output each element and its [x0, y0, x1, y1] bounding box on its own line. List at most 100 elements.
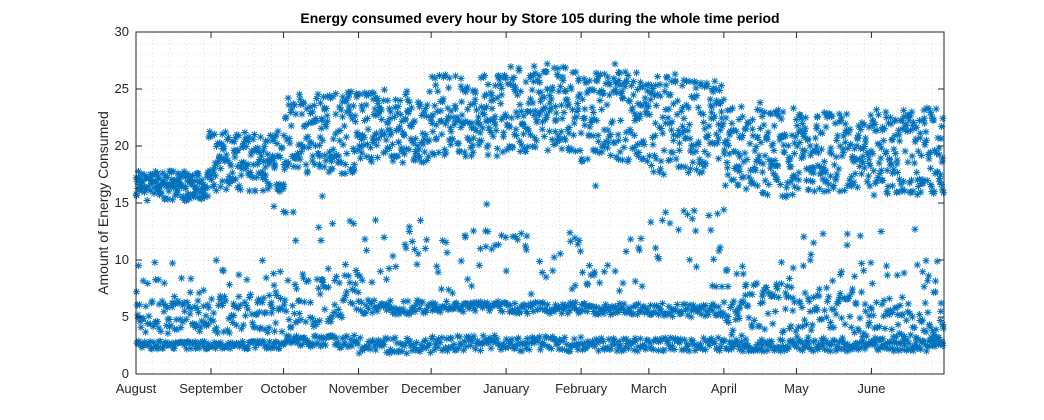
- data-point: [532, 137, 541, 145]
- data-point: [245, 187, 253, 195]
- data-point: [857, 125, 865, 134]
- data-point: [865, 318, 873, 327]
- data-point: [738, 262, 747, 270]
- data-point: [790, 173, 798, 181]
- data-point: [556, 250, 564, 258]
- data-point: [615, 287, 624, 295]
- data-point: [805, 165, 813, 173]
- data-point: [428, 307, 436, 315]
- data-point: [356, 334, 364, 342]
- y-tick-label: 20: [115, 138, 129, 153]
- data-point: [406, 307, 414, 316]
- data-point: [883, 310, 891, 318]
- data-point: [860, 164, 869, 172]
- data-point: [389, 157, 397, 165]
- data-point: [493, 335, 501, 343]
- data-point: [182, 196, 190, 204]
- data-point: [889, 308, 897, 317]
- data-point: [314, 150, 323, 158]
- data-point: [739, 298, 748, 306]
- data-point: [907, 346, 915, 354]
- data-point: [680, 76, 688, 84]
- data-point: [500, 129, 508, 137]
- data-point: [404, 96, 412, 104]
- data-point: [182, 184, 190, 192]
- data-point: [170, 177, 178, 185]
- data-point: [544, 301, 552, 309]
- data-point: [575, 236, 583, 245]
- data-point: [220, 293, 229, 301]
- data-point: [173, 326, 181, 334]
- data-point: [823, 284, 831, 292]
- data-point: [643, 157, 651, 165]
- data-point: [567, 83, 575, 91]
- data-point: [588, 337, 597, 345]
- data-point: [165, 315, 173, 324]
- data-point: [160, 179, 169, 187]
- data-point: [248, 319, 257, 327]
- data-point: [804, 343, 812, 351]
- data-point: [692, 263, 701, 271]
- data-point: [592, 335, 600, 343]
- data-point: [608, 117, 617, 125]
- data-point: [566, 237, 575, 245]
- data-point: [386, 131, 394, 139]
- data-point: [796, 111, 804, 119]
- data-point: [361, 89, 369, 97]
- data-point: [833, 136, 841, 144]
- data-point: [713, 311, 721, 319]
- data-point: [573, 113, 581, 121]
- data-point: [278, 305, 286, 313]
- data-point: [773, 285, 782, 293]
- data-point: [815, 292, 823, 300]
- data-point: [648, 133, 657, 142]
- data-point: [168, 181, 176, 189]
- data-point: [904, 158, 912, 166]
- data-point: [601, 346, 609, 354]
- data-point: [367, 299, 376, 308]
- data-point: [522, 246, 530, 254]
- data-point: [574, 346, 582, 354]
- data-point: [643, 87, 651, 95]
- data-point: [604, 138, 613, 146]
- data-point: [308, 314, 317, 323]
- data-point: [862, 307, 870, 315]
- data-point: [808, 148, 816, 156]
- data-point: [597, 334, 605, 342]
- data-point: [690, 141, 698, 149]
- data-point: [467, 342, 475, 350]
- data-point: [208, 295, 216, 303]
- data-point: [917, 188, 925, 196]
- data-point: [326, 94, 335, 102]
- data-point: [582, 344, 590, 352]
- data-point: [720, 298, 728, 306]
- data-point: [341, 339, 349, 347]
- data-point: [334, 127, 342, 136]
- data-point: [399, 305, 407, 313]
- data-point: [837, 114, 846, 122]
- data-point: [604, 78, 613, 87]
- data-point: [211, 326, 219, 335]
- data-point: [750, 166, 758, 174]
- data-point: [798, 303, 806, 312]
- data-point: [758, 292, 767, 300]
- data-point: [384, 301, 392, 309]
- data-point: [186, 288, 194, 296]
- data-point: [680, 114, 688, 123]
- data-point: [351, 280, 359, 288]
- data-point: [549, 333, 557, 341]
- data-point: [499, 114, 507, 122]
- data-point: [378, 300, 386, 308]
- data-point: [912, 135, 920, 143]
- data-point: [421, 104, 430, 113]
- data-point: [335, 103, 343, 111]
- data-point: [930, 116, 938, 124]
- data-point: [823, 346, 831, 354]
- data-point: [885, 295, 893, 303]
- data-point: [822, 167, 830, 175]
- data-point: [246, 168, 254, 176]
- data-point: [293, 149, 302, 158]
- data-point: [631, 334, 639, 342]
- data-point: [425, 136, 433, 144]
- data-point: [144, 182, 152, 190]
